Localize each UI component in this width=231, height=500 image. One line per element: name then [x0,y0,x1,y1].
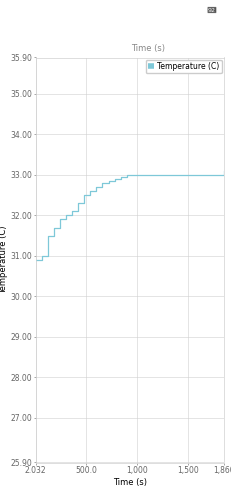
Text: Back: Back [14,29,42,39]
Y-axis label: Temperature (C): Temperature (C) [0,226,8,294]
Text: 13:51: 13:51 [9,6,33,15]
Text: WiFi: WiFi [185,8,196,12]
X-axis label: Time (s): Time (s) [113,478,147,487]
Text: Version: 5.0.0: Version: 5.0.0 [85,40,146,50]
Text: al: al [166,8,172,12]
Text: Results Detail: Results Detail [69,24,162,36]
Text: 92: 92 [208,8,216,12]
Legend: Temperature (C): Temperature (C) [146,60,222,74]
Text: Time (s): Time (s) [131,44,165,52]
